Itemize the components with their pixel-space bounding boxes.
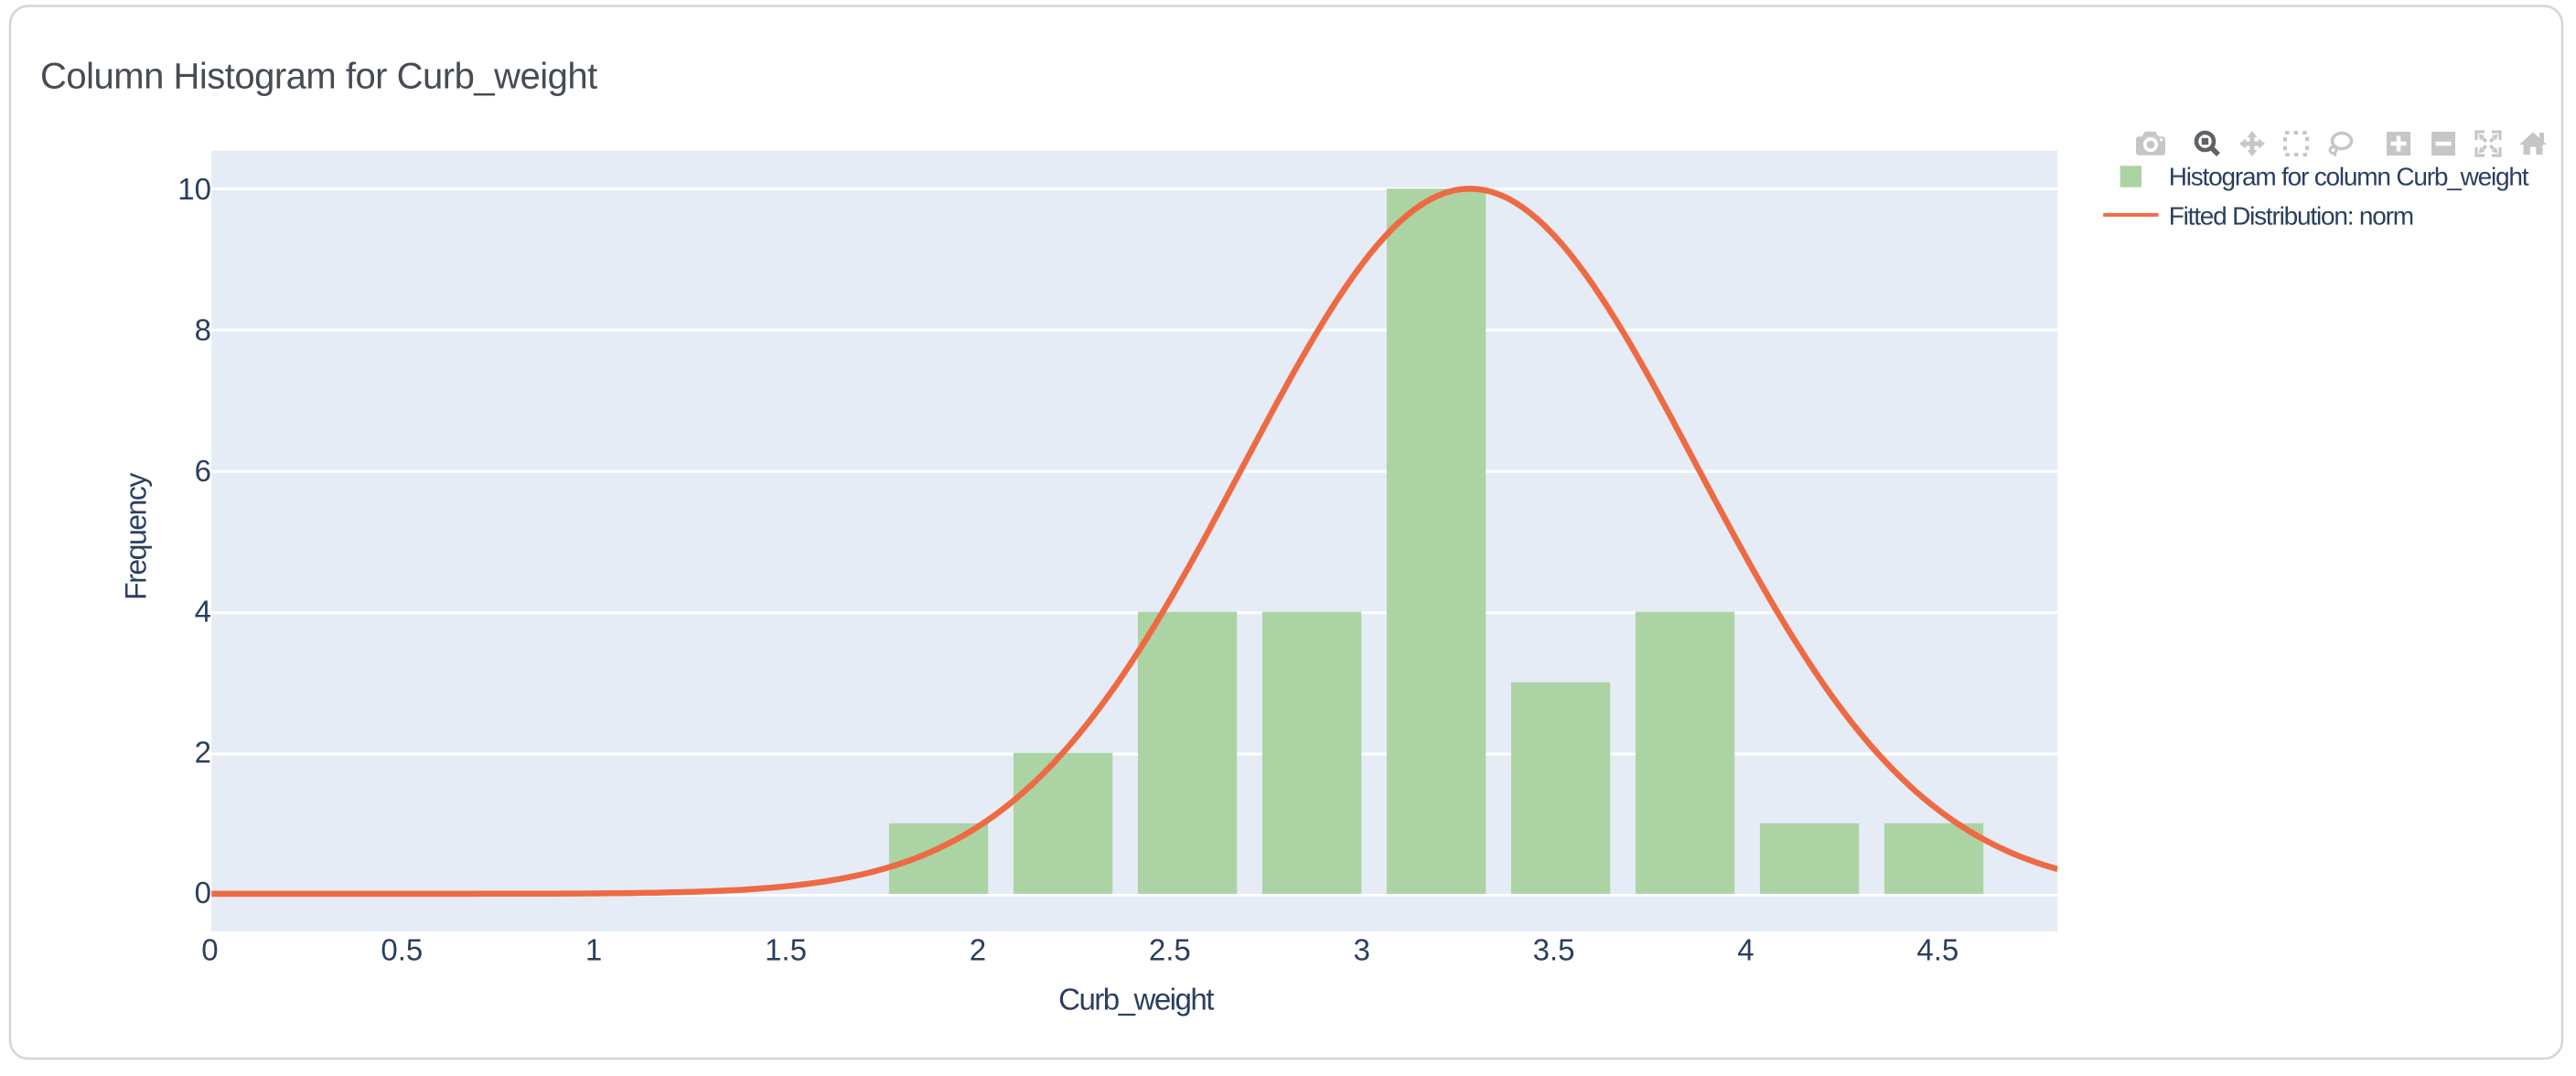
svg-text:4: 4	[195, 595, 211, 629]
svg-text:8: 8	[195, 313, 211, 347]
svg-text:3.5: 3.5	[1533, 933, 1575, 967]
svg-text:0.5: 0.5	[381, 933, 423, 967]
svg-text:2: 2	[970, 933, 986, 967]
svg-text:10: 10	[177, 172, 211, 206]
svg-text:0: 0	[195, 876, 211, 909]
svg-text:1: 1	[585, 933, 602, 967]
svg-text:Frequency: Frequency	[120, 473, 153, 600]
svg-text:6: 6	[195, 454, 211, 488]
svg-text:2: 2	[195, 735, 211, 769]
svg-text:Column Histogram for Curb_weig: Column Histogram for Curb_weight	[40, 57, 597, 97]
svg-text:3: 3	[1354, 933, 1370, 967]
svg-text:Fitted Distribution: norm: Fitted Distribution: norm	[2169, 202, 2413, 231]
svg-text:4.5: 4.5	[1916, 933, 1959, 967]
svg-text:2.5: 2.5	[1149, 933, 1191, 967]
svg-text:4: 4	[1737, 933, 1754, 967]
svg-text:Histogram for column Curb_weig: Histogram for column Curb_weight	[2169, 162, 2529, 190]
svg-text:0: 0	[201, 933, 218, 967]
svg-text:1.5: 1.5	[765, 933, 807, 967]
svg-text:Curb_weight: Curb_weight	[1058, 983, 1214, 1017]
